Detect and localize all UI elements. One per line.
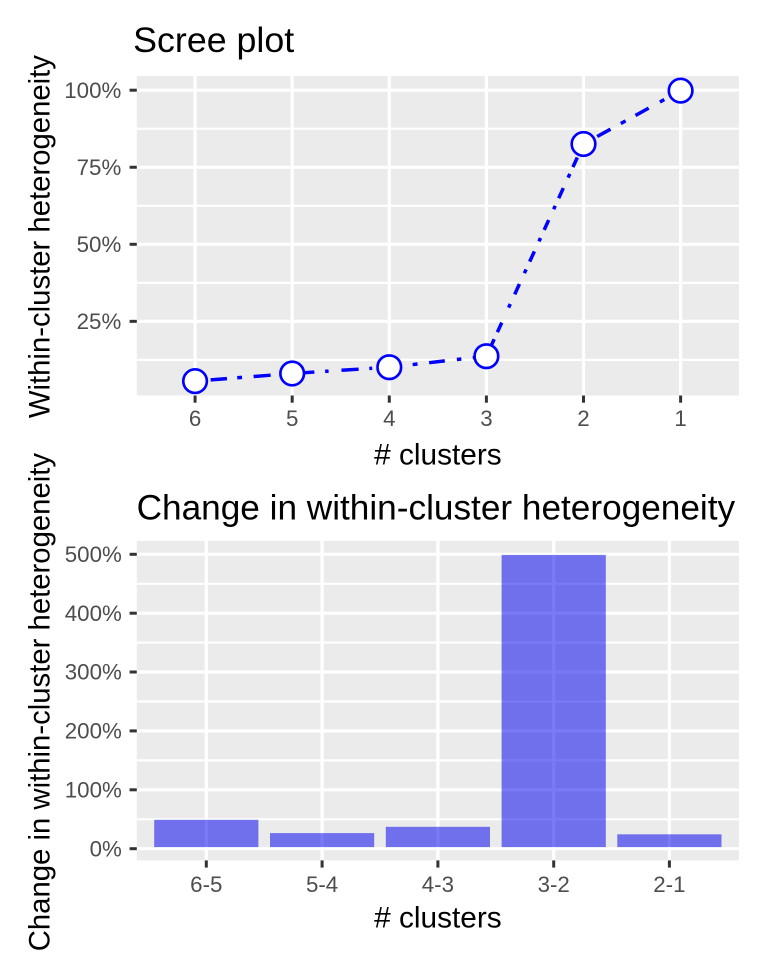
svg-text:Within-cluster heterogeneity: Within-cluster heterogeneity [24,55,57,418]
svg-text:25%: 25% [77,309,122,334]
svg-text:6: 6 [189,406,201,431]
svg-text:400%: 400% [65,601,122,626]
svg-text:1: 1 [674,406,686,431]
svg-text:Change in within-cluster heter: Change in within-cluster heterogeneity [24,453,57,952]
svg-text:Change in within-cluster heter: Change in within-cluster heterogeneity [137,489,736,528]
svg-text:500%: 500% [65,542,122,567]
svg-text:2: 2 [577,406,589,431]
svg-text:300%: 300% [65,660,122,685]
svg-text:# clusters: # clusters [374,901,502,934]
svg-text:100%: 100% [64,78,121,103]
svg-text:0%: 0% [90,836,122,861]
svg-text:100%: 100% [65,777,122,802]
svg-text:2-1: 2-1 [653,872,685,897]
svg-text:6-5: 6-5 [190,872,222,897]
svg-text:4-3: 4-3 [422,872,454,897]
svg-text:# clusters: # clusters [374,438,502,471]
svg-text:50%: 50% [77,232,122,257]
svg-text:200%: 200% [65,719,122,744]
svg-text:5-4: 5-4 [306,872,338,897]
svg-text:3: 3 [480,406,492,431]
svg-text:3-2: 3-2 [538,872,570,897]
svg-text:4: 4 [383,406,395,431]
svg-text:5: 5 [286,406,298,431]
svg-text:Scree plot: Scree plot [133,21,294,60]
svg-text:75%: 75% [77,155,122,180]
